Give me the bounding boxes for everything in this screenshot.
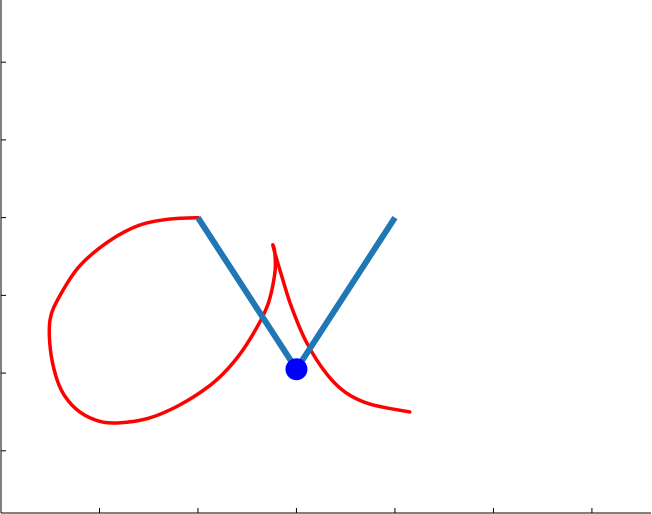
pendulum-bob	[285, 358, 308, 381]
pendulum-arms	[195, 216, 398, 375]
trajectory-curve	[47, 215, 412, 425]
